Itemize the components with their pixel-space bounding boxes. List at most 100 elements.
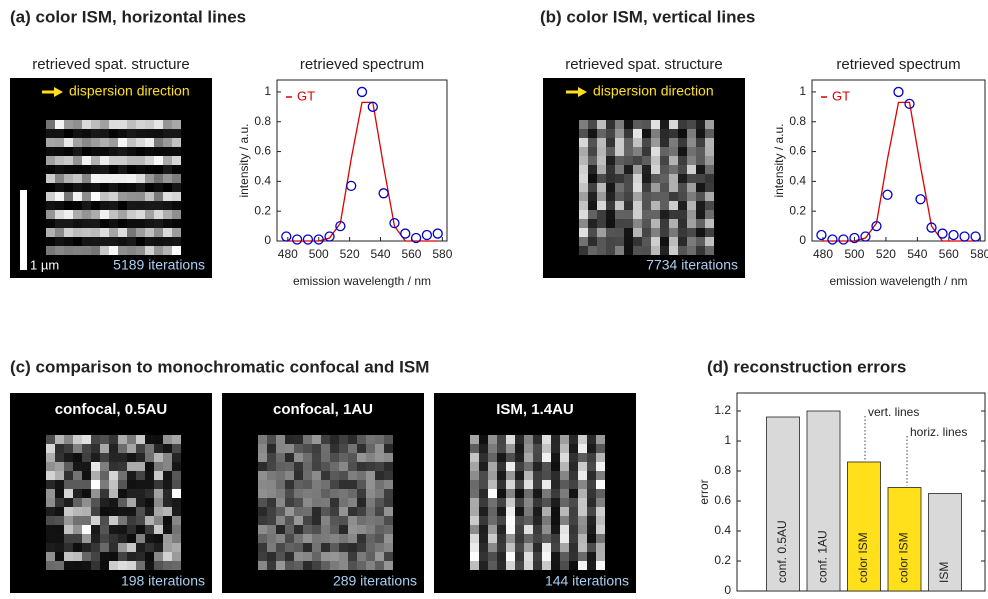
image-pixel xyxy=(651,129,660,138)
image-pixel xyxy=(46,183,55,192)
image-pixel xyxy=(100,480,109,489)
image-pixel xyxy=(136,174,145,183)
image-pixel xyxy=(303,480,312,489)
bar xyxy=(806,410,841,592)
image-pixel xyxy=(163,489,172,498)
image-pixel xyxy=(100,534,109,543)
image-pixel xyxy=(46,462,55,471)
arrow-head xyxy=(578,87,587,97)
image-pixel xyxy=(339,462,348,471)
image-pixel xyxy=(154,444,163,453)
image-pixel xyxy=(303,534,312,543)
image-pixel xyxy=(633,147,642,156)
image-pixel xyxy=(705,138,714,147)
image-pixel xyxy=(118,543,127,552)
image-pixel xyxy=(578,453,587,462)
image-pixel xyxy=(321,453,330,462)
image-pixel xyxy=(154,192,163,201)
image-pixel xyxy=(136,183,145,192)
y-axis-label: error xyxy=(697,479,711,504)
image-pixel xyxy=(533,507,542,516)
image-pixel xyxy=(524,498,533,507)
image-pixel xyxy=(497,534,506,543)
image-pixel xyxy=(642,183,651,192)
image-pixel xyxy=(588,237,597,246)
image-pixel xyxy=(118,489,127,498)
image-pixel xyxy=(118,453,127,462)
image-pixel xyxy=(597,219,606,228)
image-pixel xyxy=(73,246,82,255)
image-pixel xyxy=(375,552,384,561)
image-pixel xyxy=(696,192,705,201)
image-pixel xyxy=(384,489,393,498)
image-pixel xyxy=(267,534,276,543)
image-pixel xyxy=(73,210,82,219)
image-pixel xyxy=(163,120,172,129)
image-pixel xyxy=(91,471,100,480)
image-pixel xyxy=(366,534,375,543)
image-pixel xyxy=(258,453,267,462)
image-pixel xyxy=(267,561,276,570)
image-pixel xyxy=(624,246,633,255)
image-pixel xyxy=(357,534,366,543)
image-pixel xyxy=(294,543,303,552)
image-pixel xyxy=(136,246,145,255)
image-pixel xyxy=(109,471,118,480)
image-pixel xyxy=(127,147,136,156)
image-pixel xyxy=(64,120,73,129)
image-pixel xyxy=(633,219,642,228)
image-pixel xyxy=(55,120,64,129)
image-pixel xyxy=(560,462,569,471)
image-pixel xyxy=(109,138,118,147)
image-pixel xyxy=(384,552,393,561)
image-pixel xyxy=(73,435,82,444)
image-pixel xyxy=(91,444,100,453)
image-pixel xyxy=(633,156,642,165)
image-pixel xyxy=(579,120,588,129)
image-pixel xyxy=(588,138,597,147)
image-pixel xyxy=(524,525,533,534)
image-pixel xyxy=(163,525,172,534)
image-pixel xyxy=(136,444,145,453)
image-pixel xyxy=(100,201,109,210)
image-pixel xyxy=(339,453,348,462)
image-pixel xyxy=(172,498,181,507)
image-pixel xyxy=(497,498,506,507)
image-pixel xyxy=(82,210,91,219)
image-pixel xyxy=(136,534,145,543)
y-axis-label: intensity / a.u. xyxy=(772,123,786,197)
image-pixel xyxy=(578,552,587,561)
image-pixel xyxy=(339,561,348,570)
image-pixel xyxy=(560,498,569,507)
image-pixel xyxy=(560,435,569,444)
image-pixel xyxy=(276,498,285,507)
image-pixel xyxy=(127,201,136,210)
image-pixel xyxy=(330,507,339,516)
image-pixel xyxy=(533,552,542,561)
image-pixel xyxy=(606,201,615,210)
image-pixel xyxy=(163,435,172,444)
image-pixel xyxy=(579,156,588,165)
image-pixel xyxy=(506,453,515,462)
image-pixel xyxy=(64,246,73,255)
image-pixel xyxy=(136,147,145,156)
image-pixel xyxy=(339,480,348,489)
image-pixel xyxy=(55,201,64,210)
image-pixel xyxy=(267,471,276,480)
image-pixel xyxy=(91,498,100,507)
image-pixel xyxy=(46,192,55,201)
image-pixel xyxy=(294,516,303,525)
image-pixel xyxy=(348,489,357,498)
x-axis-label: emission wavelength / nm xyxy=(829,274,967,288)
image-pixel xyxy=(172,507,181,516)
image-pixel xyxy=(64,552,73,561)
image-pixel xyxy=(533,489,542,498)
image-pixel xyxy=(642,129,651,138)
image-pixel xyxy=(384,516,393,525)
image-pixel xyxy=(100,516,109,525)
image-pixel xyxy=(588,120,597,129)
data-point xyxy=(324,231,335,242)
image-pixel xyxy=(100,138,109,147)
image-pixel xyxy=(127,498,136,507)
